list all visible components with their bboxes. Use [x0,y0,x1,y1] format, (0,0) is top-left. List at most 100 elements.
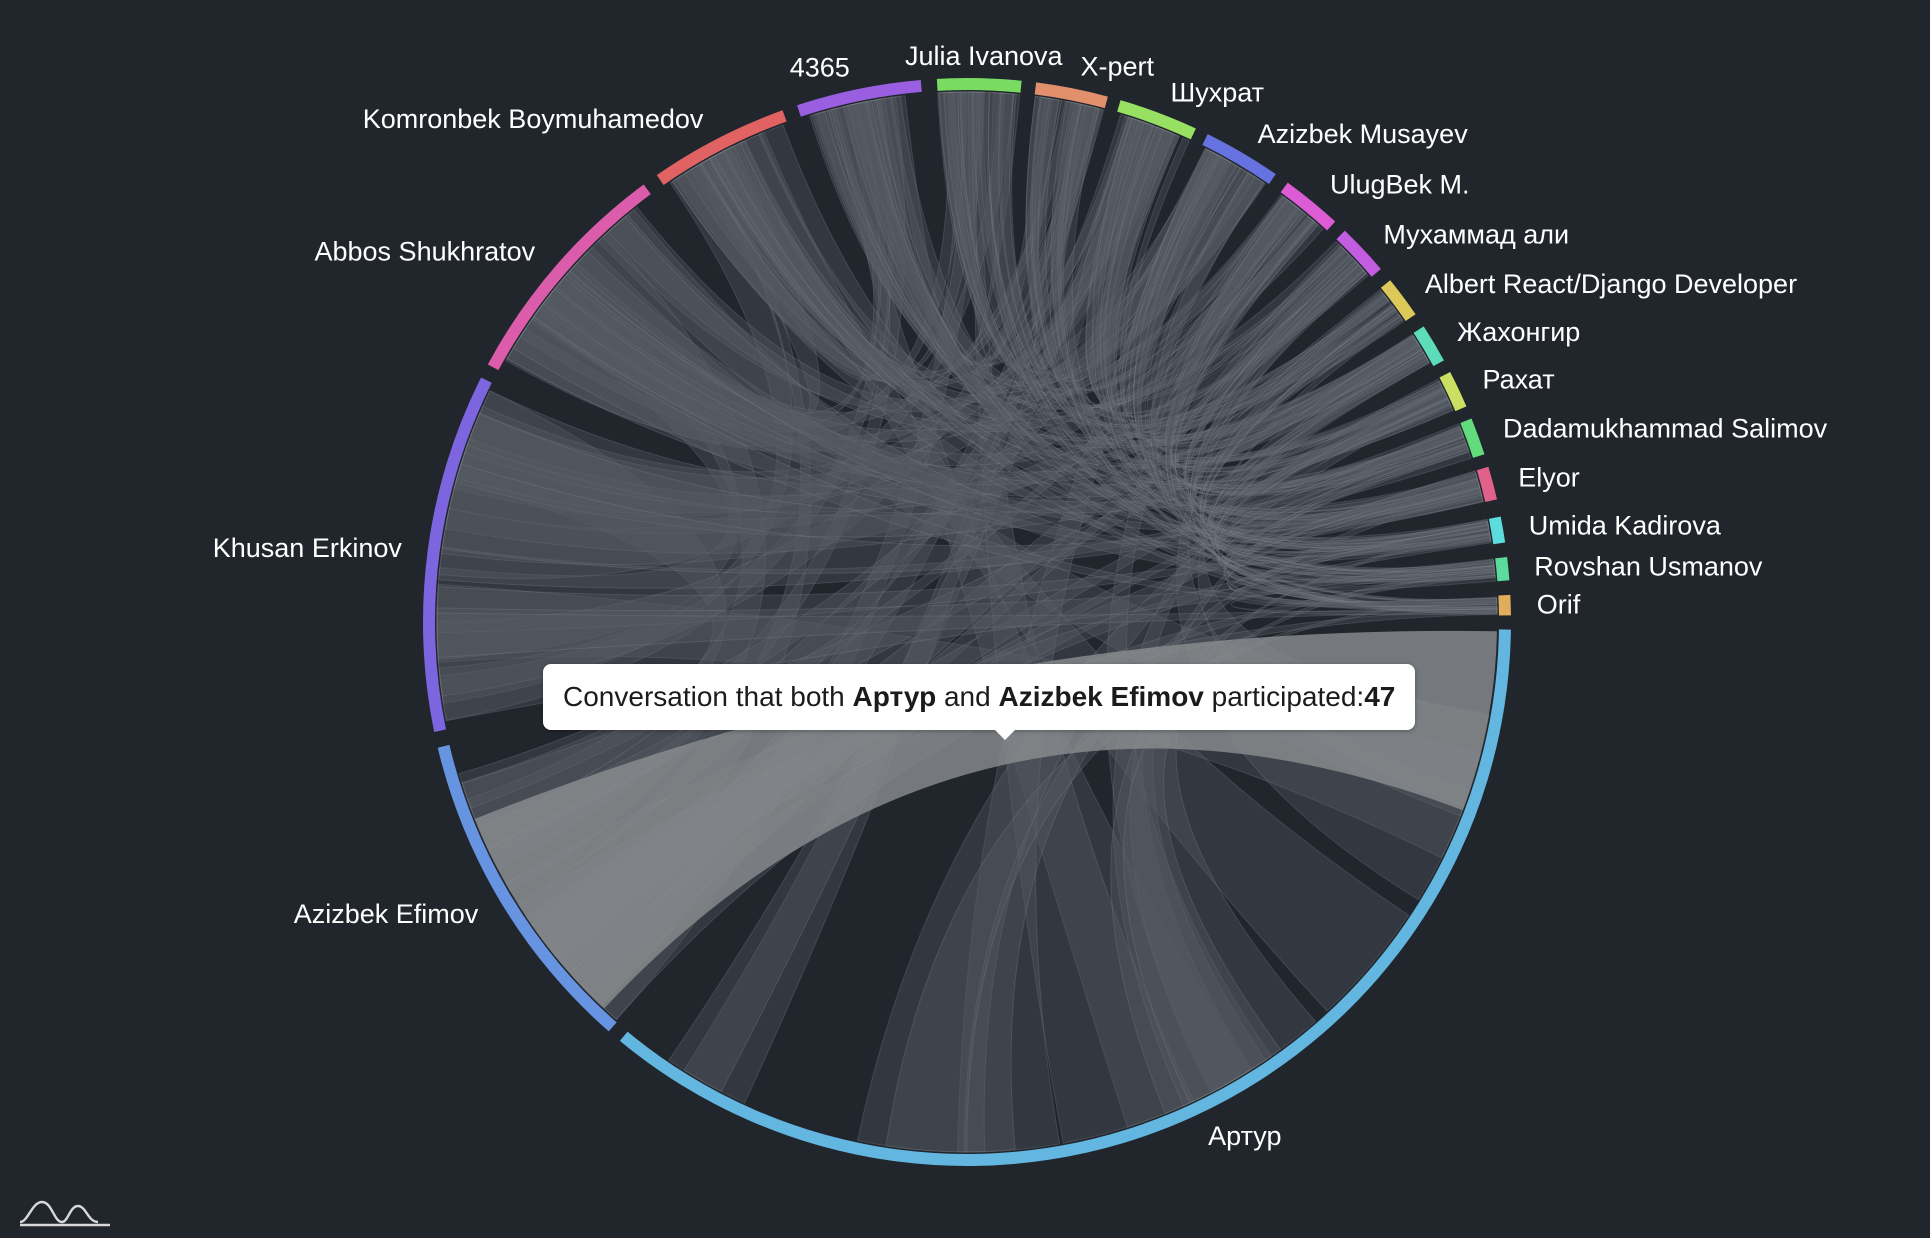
group-arc[interactable] [1488,516,1506,545]
chord-ribbon[interactable] [529,102,882,433]
chord-ribbon[interactable] [1119,137,1490,544]
chord-ribbon[interactable] [830,100,1492,552]
chord-ribbon[interactable] [1132,156,1450,473]
chord-ribbon[interactable] [1149,215,1364,434]
chord-ribbon[interactable] [856,395,1450,1153]
chord-ribbon[interactable] [938,91,1357,409]
chord-ribbon[interactable] [708,99,1081,378]
chord-ribbon[interactable] [1052,101,1444,462]
group-arc[interactable] [1380,280,1416,322]
chord-ribbon[interactable] [1025,95,1420,442]
group-arc[interactable] [1034,82,1108,109]
chord-ribbon[interactable] [439,98,894,721]
chord-ribbon[interactable] [453,126,1173,518]
chord-ribbon[interactable] [842,100,1498,614]
chord-ribbon[interactable] [1129,425,1463,1094]
chord-ribbon[interactable] [539,100,1076,427]
chord-ribbon[interactable] [1229,524,1496,594]
chord-ribbon[interactable] [809,108,1424,447]
chord-ribbon[interactable] [1229,537,1498,608]
chord-ribbon[interactable] [1223,443,1498,610]
chord-ribbon[interactable] [436,606,1498,659]
chord-ribbon[interactable] [455,397,1451,538]
chord-ribbon[interactable] [885,597,1498,1153]
chord-ribbon[interactable] [438,92,1015,579]
chord-ribbon[interactable] [1092,117,1498,603]
chord-ribbon[interactable] [1123,565,1496,1104]
chord-ribbon[interactable] [998,92,1469,493]
chord-ribbon[interactable] [1215,380,1495,575]
chord-ribbon[interactable] [1230,559,1498,616]
chord-ribbon[interactable] [1033,102,1154,369]
chord-ribbon[interactable] [1150,172,1498,613]
chord-ribbon[interactable] [1209,388,1464,519]
chord-ribbon[interactable] [1223,445,1496,583]
chord-ribbon[interactable] [441,463,1479,575]
chord-ribbon[interactable] [1184,245,1490,549]
chord-ribbon[interactable] [978,91,1491,550]
chord-ribbon[interactable] [1055,103,1367,415]
chord-ribbon[interactable] [572,216,1496,582]
chord-ribbon[interactable] [1208,335,1496,584]
chord-ribbon[interactable] [943,91,1496,577]
chord-ribbon[interactable] [827,102,1266,387]
chord-ribbon[interactable] [700,156,1405,441]
chord-ribbon[interactable] [1221,439,1491,564]
chord-ribbon[interactable] [519,286,1427,486]
chord-ribbon[interactable] [1059,103,1483,521]
chord-ribbon[interactable] [506,91,967,447]
chord-ribbon[interactable] [1189,257,1498,611]
chord-ribbon[interactable] [1096,120,1495,572]
chord-ribbon[interactable] [972,91,1498,604]
chord-ribbon[interactable] [1211,351,1498,608]
chord-ribbon[interactable] [1176,261,1423,468]
chord-ribbon[interactable] [848,97,1101,365]
chord-ribbon[interactable] [1085,118,1369,418]
chord-ribbon[interactable] [1066,116,1232,382]
chord-ribbon[interactable] [705,147,1298,404]
chord-ribbon[interactable] [1207,351,1481,533]
chord-ribbon[interactable] [938,91,1401,429]
chord-ribbon[interactable] [512,318,1498,612]
chord-ribbon[interactable] [721,142,1465,490]
chord-ribbon[interactable] [1164,196,1496,583]
group-arc[interactable] [1498,594,1511,616]
chord-ribbon[interactable] [1031,96,1495,573]
group-arc[interactable] [656,110,787,186]
chord-ribbon[interactable] [1202,305,1495,577]
chord-ribbon[interactable] [675,91,982,382]
chord-ribbon[interactable] [456,156,1243,514]
group-arc[interactable] [437,744,617,1032]
chord-ribbon[interactable] [937,91,1306,392]
chord-ribbon[interactable] [816,109,1446,465]
chord-ribbon[interactable] [1201,351,1451,502]
group-arc[interactable] [1460,418,1485,458]
chord-ribbon[interactable] [846,101,1482,519]
chord-ribbon[interactable] [1100,124,1453,473]
chord-ribbon[interactable] [1110,154,1307,405]
chord-ribbon[interactable] [1030,97,1257,383]
chord-ribbon[interactable] [671,163,1495,574]
chord-ribbon[interactable] [1148,195,1397,444]
chord-ribbon[interactable] [813,110,1352,410]
chord-ribbon[interactable] [1214,390,1484,544]
chord-ribbon[interactable] [1214,378,1492,563]
chord-ribbon[interactable] [568,251,1484,533]
chord-ribbon[interactable] [436,519,1489,634]
chord-ribbon[interactable] [968,91,1062,360]
chord-ribbon[interactable] [671,115,1140,388]
chord-ribbon[interactable] [1175,243,1443,478]
chord-ribbon[interactable] [959,91,1483,522]
chord-ribbon[interactable] [990,92,1220,375]
group-arc[interactable] [936,77,1022,93]
chord-ribbon[interactable] [863,96,1315,397]
chord-ribbon[interactable] [1125,167,1346,419]
chord-ribbon[interactable] [949,91,1177,369]
chord-ribbon[interactable] [854,101,1396,428]
chord-ribbon[interactable] [683,151,1350,421]
chord-ribbon[interactable] [1100,126,1423,447]
chord-ribbon[interactable] [987,91,1420,441]
chord-ribbon[interactable] [1169,253,1403,457]
group-arc[interactable] [1336,230,1381,277]
chord-ribbon[interactable] [506,302,1464,514]
